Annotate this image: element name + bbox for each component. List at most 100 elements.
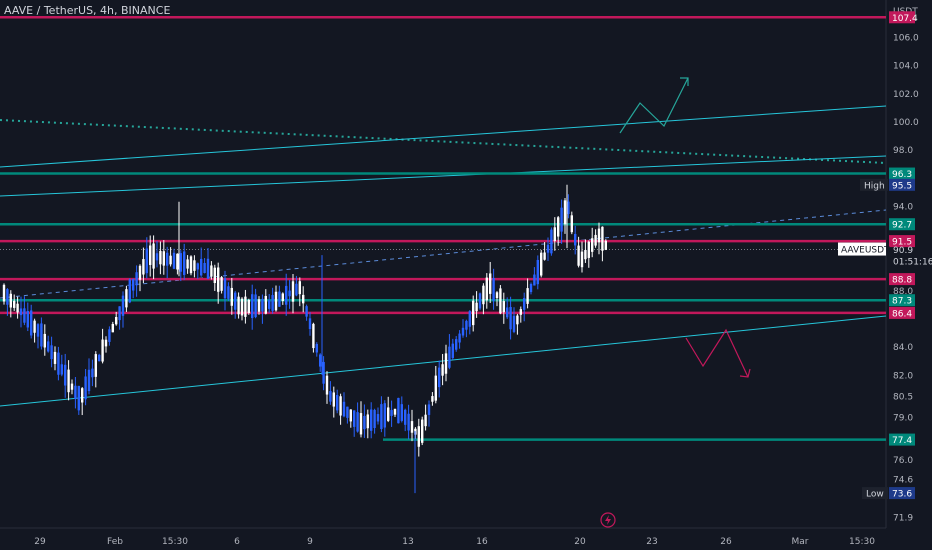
x-tick-label: 15:30	[162, 537, 188, 547]
low-price-tag	[889, 487, 915, 500]
low-label: Low	[866, 490, 884, 500]
candle-body	[404, 409, 407, 425]
candle-body	[98, 354, 101, 362]
up-projection-arrow	[619, 77, 689, 134]
level-price-tag	[889, 433, 915, 446]
candle-body	[594, 234, 597, 246]
candle-body	[254, 294, 257, 318]
level-price-tag	[889, 11, 915, 24]
candle-body	[424, 414, 427, 427]
candle-body	[271, 295, 274, 311]
candle-body	[455, 339, 458, 350]
candle-body	[220, 277, 223, 291]
candle-body	[560, 207, 563, 232]
candle-body	[237, 296, 240, 315]
candle-body	[200, 258, 203, 276]
low-tag	[862, 487, 888, 500]
candle-body	[553, 227, 556, 242]
candle-body	[217, 267, 220, 292]
candle-body	[387, 407, 390, 421]
candle-body	[36, 324, 40, 337]
candle-body	[533, 274, 536, 286]
candle-body	[370, 409, 373, 431]
candle-body	[390, 410, 393, 416]
candle-body	[60, 364, 63, 375]
candle-body	[6, 289, 9, 305]
level-price-label: 96.3	[892, 170, 912, 180]
candle-body	[431, 396, 434, 402]
candle-body	[152, 243, 155, 269]
candle-body	[13, 300, 16, 308]
candle-body	[162, 251, 165, 266]
y-tick-label: 100.0	[893, 118, 919, 128]
candle-body	[81, 388, 84, 403]
candle-body	[407, 413, 410, 431]
high-price-tag	[889, 178, 915, 191]
candle-body	[536, 259, 539, 285]
candle-body	[132, 278, 135, 291]
candle-body	[50, 345, 53, 360]
level-price-label: 86.4	[892, 309, 912, 319]
candle-body	[519, 309, 522, 315]
candle-body	[506, 307, 509, 318]
candle-body	[312, 323, 315, 349]
candle-body	[516, 315, 519, 325]
candle-body	[291, 281, 295, 302]
candle-body	[118, 306, 121, 321]
candle-body	[176, 253, 179, 270]
candle-body	[2, 284, 6, 302]
candle-body	[74, 385, 77, 400]
chart-title: AAVE / TetherUS, 4h, BINANCE	[4, 4, 171, 17]
candle-body	[101, 339, 104, 362]
candle-body	[461, 327, 465, 336]
level-price-tag	[889, 306, 915, 319]
candle-body	[359, 413, 363, 435]
candle-body	[410, 421, 414, 433]
level-price-label: 77.4	[892, 436, 912, 446]
y-tick-label: 104.0	[893, 62, 919, 72]
candle-body	[465, 320, 468, 330]
candle-body	[47, 341, 50, 352]
candle-body	[421, 419, 424, 443]
candle-body	[268, 300, 271, 309]
candle-body	[84, 376, 87, 400]
candle-body	[580, 251, 584, 268]
y-tick-label: 106.0	[893, 34, 919, 44]
candle-body	[397, 397, 400, 424]
candle-body	[444, 353, 448, 374]
level-price-label: 87.3	[892, 297, 912, 307]
y-tick-label: 80.5	[893, 392, 913, 402]
candle-body	[186, 259, 189, 269]
candle-body	[115, 317, 118, 325]
candle-body	[380, 404, 383, 430]
candle-body	[574, 233, 577, 246]
candle-body	[26, 311, 29, 328]
candle-body	[529, 283, 533, 293]
candle-body	[557, 217, 560, 237]
candle-body	[322, 361, 325, 384]
candle-body	[179, 253, 182, 272]
candle-body	[604, 240, 607, 250]
candle-body	[40, 323, 43, 347]
candle-body	[550, 229, 553, 254]
candle-body	[87, 369, 91, 392]
level-price-tag	[889, 294, 915, 307]
candle-body	[196, 263, 199, 270]
candle-body	[363, 415, 366, 430]
candle-body	[244, 296, 247, 317]
candle-body	[227, 286, 230, 299]
candle-body	[543, 252, 546, 260]
candle-body	[23, 308, 26, 323]
candle-body	[400, 404, 403, 421]
lightning-icon	[600, 512, 616, 528]
candle-body	[472, 300, 475, 326]
candle-body	[142, 259, 145, 275]
candle-body	[278, 291, 281, 307]
candle-body	[499, 288, 502, 314]
candle-body	[30, 310, 33, 336]
candle-body	[257, 299, 261, 312]
level-price-tag	[889, 235, 915, 248]
x-tick-label: 29	[34, 537, 46, 547]
upper-trendline-2	[0, 105, 887, 168]
